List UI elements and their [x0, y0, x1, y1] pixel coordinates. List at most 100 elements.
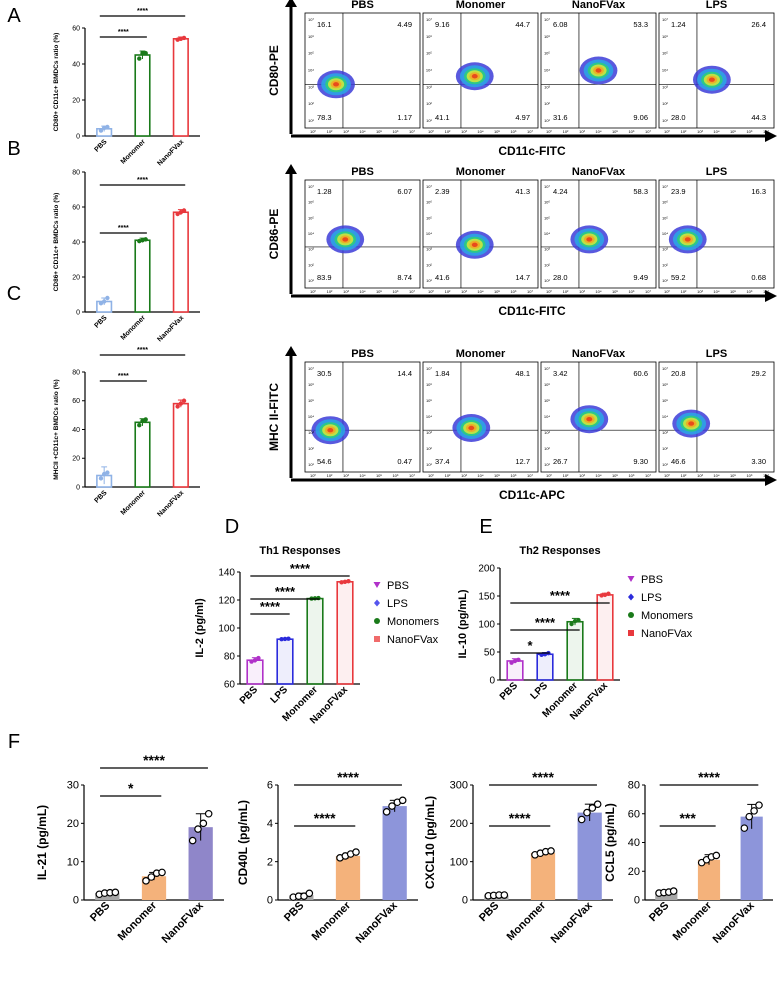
F2-category-label: NanoFVax — [354, 899, 401, 946]
F4-ylabel: CCL5 (pg/mL) — [603, 803, 617, 882]
B-flow-xlabel: CD11c-FITC — [498, 304, 566, 318]
B-flow-xtick-label: 10⁵ — [494, 289, 500, 294]
A-bar-data-point — [181, 35, 187, 41]
E-legend-label: NanoFVax — [641, 628, 693, 640]
C-flow-plot-nanofvax — [540, 361, 657, 473]
C-flow-ytick-label: 10⁴ — [662, 414, 668, 419]
C-flow-quadrant-ul: 3.42 — [553, 369, 568, 378]
B-flow-ytick-label: 10⁶ — [308, 200, 314, 205]
D-bar — [306, 597, 324, 685]
A-flow-ytick-label: 10¹ — [662, 118, 668, 123]
B-flow-xtick-label: 10⁷ — [645, 289, 651, 294]
C-flow-ytick-label: 10⁷ — [426, 366, 432, 371]
B-flow-ytick-label: 10⁴ — [308, 231, 314, 236]
A-flow-xtick-label: 10⁵ — [730, 129, 736, 134]
A-bar-category-label: Monomer — [120, 138, 147, 165]
B-flow-quadrant-ul: 23.9 — [671, 187, 686, 196]
F3-data-point — [588, 804, 597, 812]
B-bar-data-point — [98, 301, 104, 306]
A-flow-xtick-label: 10³ — [697, 129, 703, 134]
A-flow-ytick-label: 10² — [308, 101, 314, 106]
D-title: Th1 Responses — [259, 545, 340, 557]
D-ytick-label: 60 — [224, 679, 236, 690]
A-flow-xtick-label: 10⁷ — [409, 129, 415, 134]
C-flow-plot-frame — [304, 361, 421, 473]
C-flow-xtick-label: 10⁷ — [763, 473, 769, 478]
C-flow-ytick-label: 10¹ — [662, 462, 668, 467]
A-flow-quadrant-lr: 44.3 — [751, 113, 766, 122]
D-legend-label: PBS — [387, 580, 409, 592]
C-flow-quadrant-ur: 48.1 — [515, 369, 530, 378]
B-flow-ytick-label: 10³ — [308, 247, 314, 252]
A-flow-xtick-label: 10⁵ — [612, 129, 618, 134]
F3-ytick-label: 300 — [450, 780, 468, 792]
C-flow-ytick-label: 10⁴ — [308, 414, 314, 419]
B-flow-xtick-label: 10⁰ — [428, 289, 434, 294]
B-flow-xtick-label: 10⁶ — [746, 289, 752, 294]
F2-ytick-label: 2 — [267, 856, 273, 868]
D-category-label: PBS — [238, 684, 261, 707]
B-bar-ytick-label: 20 — [72, 274, 80, 281]
D-legend-label: LPS — [387, 598, 408, 610]
A-flow-ytick-label: 10¹ — [308, 118, 314, 123]
D-data-point — [342, 579, 348, 584]
C-bar-bar — [134, 421, 151, 488]
B-bar-data-point — [181, 208, 187, 213]
A-bar-bar — [172, 37, 189, 137]
B-flow-ytick-label: 10² — [662, 262, 668, 267]
F3-ytick-label: 200 — [450, 818, 468, 830]
F2-ytick-label: 0 — [267, 895, 273, 907]
A-flow-quadrant-ll: 31.6 — [553, 113, 568, 122]
B-flow-quadrant-lr: 0.68 — [751, 273, 766, 282]
B-bar-ytick-label: 60 — [72, 204, 80, 211]
F2-bar — [335, 855, 361, 900]
B-flow-ytick-label: 10¹ — [662, 278, 668, 283]
B-flow-ytick-label: 10⁷ — [308, 184, 314, 189]
A-bar-data-point — [105, 124, 110, 130]
D-significance-label: **** — [290, 561, 311, 576]
A-flow-ytick-label: 10¹ — [426, 118, 432, 123]
C-flow-quadrant-ll: 54.6 — [317, 457, 332, 466]
C-flow-group-title: LPS — [706, 348, 727, 360]
A-flow-xtick-label: 10² — [563, 129, 569, 134]
B-flow-x-arrowhead — [765, 290, 777, 302]
B-flow-ytick-label: 10⁶ — [544, 200, 550, 205]
C-flow-quadrant-ur: 60.6 — [633, 369, 648, 378]
B-flow-quadrant-ll: 83.9 — [317, 273, 332, 282]
B-bar-bar — [134, 239, 151, 313]
A-flow-quadrant-lr: 4.97 — [515, 113, 530, 122]
D-significance-label: **** — [260, 599, 281, 614]
B-flow-xtick-label: 10² — [563, 289, 569, 294]
C-flow-group-title: PBS — [351, 348, 374, 360]
A-bar-data-point — [137, 56, 142, 61]
F4-data-point — [740, 824, 749, 832]
A-bar-ytick-label: 0 — [76, 133, 80, 140]
B-bar-ytick-label: 40 — [72, 239, 80, 246]
A-flow-group-title: LPS — [706, 0, 727, 11]
C-bar-data-point — [105, 470, 110, 475]
B-flow-xtick-label: 10⁶ — [628, 289, 634, 294]
C-flow-plot-monomer — [422, 361, 539, 473]
F2-ylabel: CD40L (pg/mL) — [236, 800, 250, 885]
A-flow-ytick-label: 10⁷ — [426, 17, 432, 22]
B-flow-ytick-label: 10⁷ — [662, 184, 668, 189]
B-flow-ytick-label: 10⁴ — [662, 231, 668, 236]
F2-data-point — [382, 808, 391, 816]
C-flow-xtick-label: 10⁶ — [628, 473, 634, 478]
F1-category-label: PBS — [88, 900, 112, 924]
B-flow-ytick-label: 10⁵ — [308, 215, 314, 220]
C-flow-ytick-label: 10⁵ — [426, 398, 432, 403]
E-ytick-label: 200 — [478, 563, 495, 574]
B-flow-xtick-label: 10² — [445, 289, 451, 294]
D-data-point — [282, 636, 288, 642]
A-flow-plot-lps — [658, 12, 775, 129]
A-flow-ytick-label: 10³ — [308, 84, 314, 89]
C-bar-category-label: Monomer — [120, 489, 147, 516]
F1-data-point — [142, 877, 150, 885]
A-flow-quadrant-ur: 4.49 — [397, 20, 412, 29]
D-bar — [336, 580, 354, 685]
B-flow-xtick-label: 10³ — [461, 289, 467, 294]
C-flow-xtick-label: 10⁶ — [392, 473, 398, 478]
C-flow-ytick-label: 10⁷ — [544, 366, 550, 371]
C-flow-ytick-label: 10⁷ — [662, 366, 668, 371]
